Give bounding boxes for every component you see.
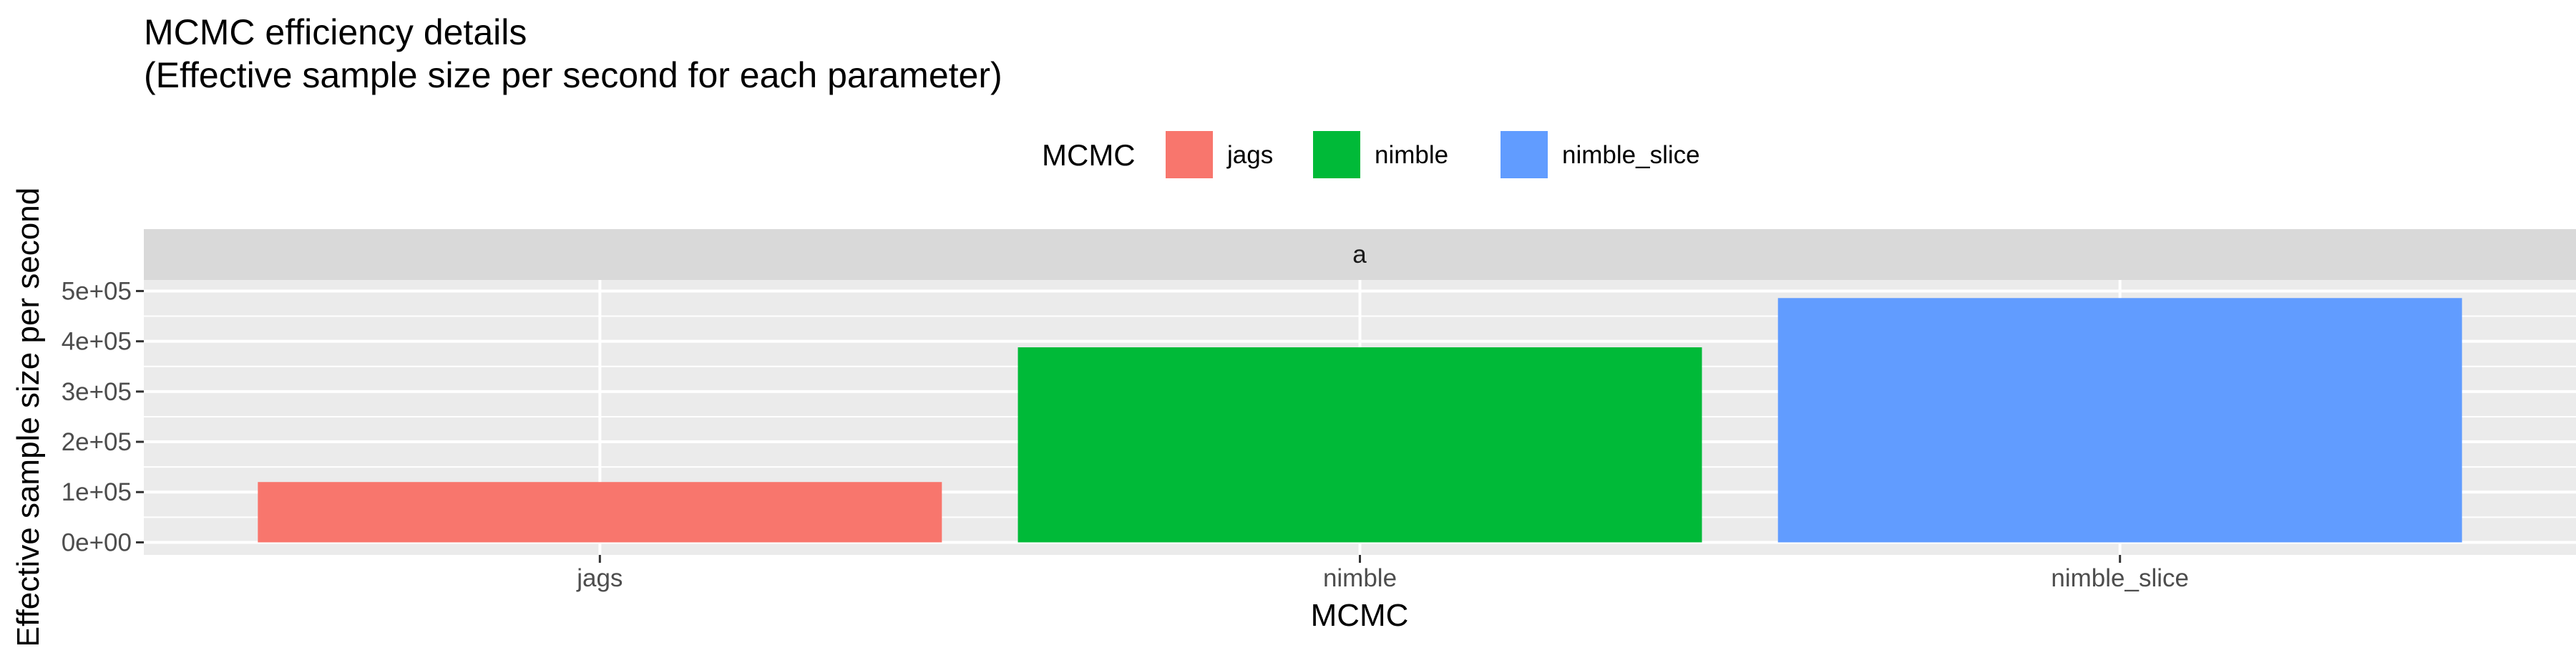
- y-tick-label: 2e+05: [62, 428, 132, 456]
- chart-subtitle: (Effective sample size per second for ea…: [144, 55, 1002, 95]
- bars: [258, 298, 2462, 543]
- bar-jags: [258, 482, 942, 543]
- bar-nimble_slice: [1777, 298, 2462, 543]
- facet-strip: [144, 229, 2576, 280]
- legend-key-nimble_slice: [1501, 131, 1548, 178]
- legend-label-nimble: nimble: [1375, 141, 1448, 169]
- y-axis-title: Effective sample size per second: [11, 188, 46, 644]
- y-tick-label: 3e+05: [62, 378, 132, 406]
- legend: MCMC jags nimble nimble_slice: [1042, 131, 1700, 178]
- y-tick-label: 1e+05: [62, 478, 132, 506]
- y-tick-label: 4e+05: [62, 328, 132, 356]
- x-tick-label-nimble: nimble: [1323, 564, 1397, 592]
- legend-key-jags: [1166, 131, 1213, 178]
- x-axis-title: MCMC: [1311, 598, 1409, 633]
- legend-title: MCMC: [1042, 138, 1136, 172]
- x-tick-label-jags: jags: [576, 564, 623, 592]
- chart-title: MCMC efficiency details: [144, 12, 527, 52]
- x-axis: jags nimble nimble_slice: [576, 555, 2189, 592]
- bar-nimble: [1018, 347, 1702, 543]
- facet-strip-label: a: [1352, 241, 1367, 269]
- x-tick-label-nimble_slice: nimble_slice: [2051, 564, 2189, 592]
- y-tick-label: 0e+00: [62, 528, 132, 556]
- legend-label-nimble_slice: nimble_slice: [1562, 141, 1700, 169]
- legend-label-jags: jags: [1226, 141, 1273, 169]
- y-tick-label: 5e+05: [62, 277, 132, 305]
- y-axis: 0e+00 1e+05 2e+05 3e+05 4e+05 5e+05: [62, 277, 144, 556]
- legend-key-nimble: [1313, 131, 1360, 178]
